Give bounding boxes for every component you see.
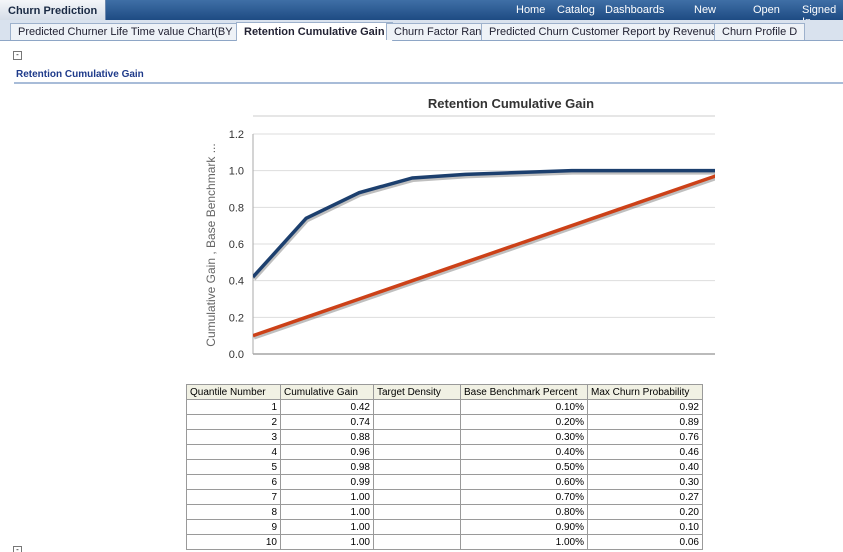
table-cell: 8: [186, 504, 281, 520]
table-cell: 10: [186, 534, 281, 550]
table-cell: 0.30: [587, 474, 703, 490]
table-cell: 0.27: [587, 489, 703, 505]
section-title: Retention Cumulative Gain: [16, 69, 144, 80]
table-cell: 6: [186, 474, 281, 490]
tab[interactable]: Predicted Churner Life Time value Chart(…: [10, 23, 271, 40]
table-cell: 4: [186, 444, 281, 460]
section-rule: [14, 82, 843, 84]
table-cell: [373, 534, 461, 550]
nav-link[interactable]: Dashboards: [605, 4, 665, 16]
table-cell: 0.80%: [460, 504, 588, 520]
table-cell: 0.96: [280, 444, 374, 460]
table-cell: 7: [186, 489, 281, 505]
table-cell: 0.46: [587, 444, 703, 460]
table-cell: 1: [186, 399, 281, 415]
table-cell: 0.88: [280, 429, 374, 445]
table-cell: [373, 474, 461, 490]
y-tick-label: 0.8: [229, 202, 244, 214]
table-cell: 0.99: [280, 474, 374, 490]
column-header: Target Density: [373, 384, 461, 400]
nav-link[interactable]: New: [694, 4, 717, 16]
column-header: Quantile Number: [186, 384, 281, 400]
table-cell: 2: [186, 414, 281, 430]
table-cell: [373, 399, 461, 415]
table-cell: 1.00%: [460, 534, 588, 550]
y-tick-label: 0.6: [229, 239, 244, 251]
column-header: Max Churn Probability: [587, 384, 703, 400]
line-shadow: [253, 176, 715, 340]
table-cell: [373, 444, 461, 460]
table-cell: 0.50%: [460, 459, 588, 475]
table-row: 7 1.00 0.70% 0.27: [186, 489, 703, 505]
table-cell: 0.98: [280, 459, 374, 475]
table-cell: 0.42: [280, 399, 374, 415]
table-cell: [373, 429, 461, 445]
table-row: 4 0.96 0.40% 0.46: [186, 444, 703, 460]
table-cell: 0.40%: [460, 444, 588, 460]
table-cell: 1.00: [280, 489, 374, 505]
tab-bar: Predicted Churner Life Time value Chart(…: [0, 20, 843, 41]
table-row: 9 1.00 0.90% 0.10: [186, 519, 703, 535]
table-cell: 0.92: [587, 399, 703, 415]
y-tick-label: 0.0: [229, 349, 244, 361]
table-cell: 0.20%: [460, 414, 588, 430]
table-cell: 0.06: [587, 534, 703, 550]
table-cell: 5: [186, 459, 281, 475]
table-row: 8 1.00 0.80% 0.20: [186, 504, 703, 520]
y-tick-label: 1.0: [229, 166, 244, 178]
table-cell: 0.10: [587, 519, 703, 535]
nav-link[interactable]: Catalog: [557, 4, 595, 16]
table-cell: 0.10%: [460, 399, 588, 415]
collapse-icon[interactable]: -: [13, 51, 22, 60]
table-row: 1 0.42 0.10% 0.92: [186, 399, 703, 415]
column-header: Cumulative Gain: [280, 384, 374, 400]
table-cell: 0.20: [587, 504, 703, 520]
nav-link[interactable]: Home: [516, 4, 546, 16]
table-row: 10 1.00 1.00% 0.06: [186, 534, 703, 550]
table-cell: 1.00: [280, 534, 374, 550]
table-cell: 1.00: [280, 504, 374, 520]
table-cell: [373, 459, 461, 475]
app-title: Churn Prediction: [0, 0, 107, 20]
table-cell: [373, 504, 461, 520]
table-cell: [373, 414, 461, 430]
plot-area: [253, 168, 715, 340]
table-cell: [373, 489, 461, 505]
data-table: Quantile Number Cumulative Gain Target Den…: [186, 384, 703, 550]
table-cell: 0.30%: [460, 429, 588, 445]
y-tick-label: 0.2: [229, 312, 244, 324]
table-cell: 1.00: [280, 519, 374, 535]
table-row: 5 0.98 0.50% 0.40: [186, 459, 703, 475]
table-cell: 0.40: [587, 459, 703, 475]
chart: Retention Cumulative Gain Cumulative Gai…: [204, 96, 715, 361]
table-row: 3 0.88 0.30% 0.76: [186, 429, 703, 445]
table-cell: [373, 519, 461, 535]
series-line: [253, 168, 715, 279]
y-tick-label: 1.2: [229, 129, 244, 141]
column-header: Base Benchmark Percent: [460, 384, 588, 400]
collapse-icon[interactable]: -: [13, 546, 22, 552]
tab[interactable]: Retention Cumulative Gain: [236, 22, 393, 41]
table-row: 6 0.99 0.60% 0.30: [186, 474, 703, 490]
table-cell: 0.74: [280, 414, 374, 430]
tab[interactable]: Predicted Churn Customer Report by Reven…: [481, 23, 754, 40]
table-cell: 0.89: [587, 414, 703, 430]
tab[interactable]: Churn Profile D: [714, 23, 806, 40]
line-shadow: [253, 170, 715, 281]
chart-title: Retention Cumulative Gain: [428, 96, 594, 111]
table-cell: 0.90%: [460, 519, 588, 535]
series-line: [253, 174, 715, 338]
table-row: 2 0.74 0.20% 0.89: [186, 414, 703, 430]
tab[interactable]: Churn Factor Rank: [386, 23, 495, 40]
y-axis-label: Cumulative Gain , Base Benchmark ...: [204, 143, 218, 346]
table-cell: 0.60%: [460, 474, 588, 490]
header-bar: [0, 0, 843, 20]
table-cell: 0.70%: [460, 489, 588, 505]
nav-link[interactable]: Open: [753, 4, 780, 16]
y-tick-label: 0.4: [229, 276, 244, 288]
table-cell: 0.76: [587, 429, 703, 445]
table-cell: 9: [186, 519, 281, 535]
table-cell: 3: [186, 429, 281, 445]
